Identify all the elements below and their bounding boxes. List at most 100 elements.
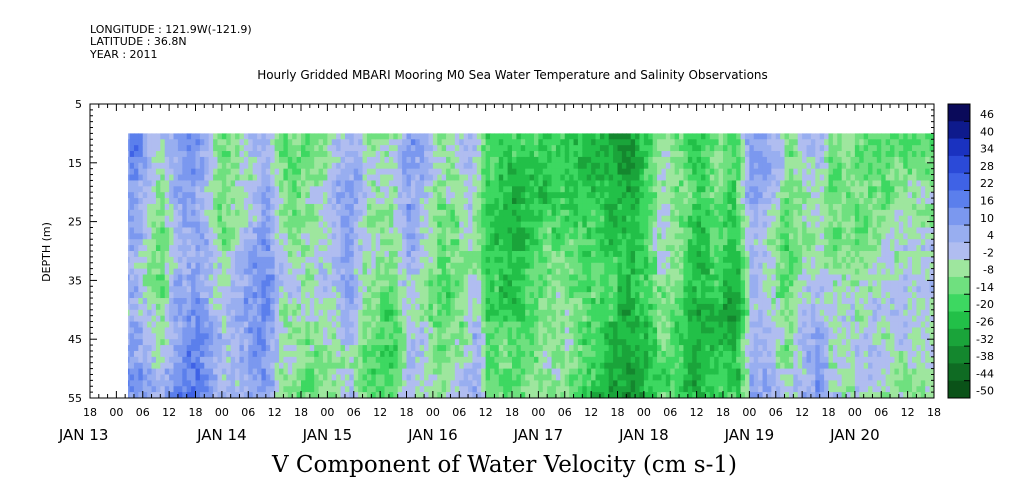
heatmap-cell bbox=[204, 251, 210, 258]
heatmap-cell bbox=[265, 245, 271, 252]
heatmap-cell bbox=[160, 221, 166, 229]
heatmap-cell bbox=[248, 321, 254, 329]
heatmap-cell bbox=[243, 139, 249, 146]
heatmap-cell bbox=[283, 362, 289, 370]
heatmap-cell bbox=[371, 151, 377, 158]
heatmap-cell bbox=[555, 192, 561, 199]
heatmap-cell bbox=[155, 168, 161, 176]
heatmap-cell bbox=[204, 280, 210, 287]
heatmap-cell bbox=[279, 139, 285, 146]
heatmap-cell bbox=[397, 227, 403, 234]
heatmap-cell bbox=[547, 239, 553, 246]
heatmap-cell bbox=[569, 327, 575, 334]
heatmap-cell bbox=[235, 303, 241, 311]
heatmap-cell bbox=[468, 274, 474, 281]
heatmap-cell bbox=[128, 286, 131, 293]
heatmap-cell bbox=[406, 239, 412, 246]
heatmap-cell bbox=[459, 168, 465, 176]
heatmap-cell bbox=[459, 192, 465, 199]
heatmap-cell bbox=[424, 368, 430, 376]
heatmap-cell bbox=[446, 180, 452, 187]
heatmap-cell bbox=[292, 198, 298, 205]
heatmap-cell bbox=[230, 339, 236, 346]
heatmap-cell bbox=[573, 368, 579, 376]
heatmap-cell bbox=[336, 156, 342, 164]
heatmap-cell bbox=[226, 186, 232, 193]
heatmap-cell bbox=[533, 333, 539, 340]
heatmap-cell bbox=[186, 327, 192, 334]
heatmap-cell bbox=[133, 274, 139, 281]
heatmap-cell bbox=[331, 374, 337, 381]
heatmap-cell bbox=[533, 180, 539, 187]
heatmap-cell bbox=[520, 209, 526, 217]
heatmap-cell bbox=[173, 350, 179, 358]
heatmap-cell bbox=[384, 356, 390, 364]
heatmap-cell bbox=[494, 151, 500, 158]
heatmap-cell bbox=[344, 256, 350, 264]
heatmap-cell bbox=[485, 145, 491, 152]
heatmap-cell bbox=[353, 192, 359, 199]
heatmap-cell bbox=[547, 368, 553, 376]
heatmap-cell bbox=[512, 245, 517, 252]
heatmap-cell bbox=[419, 286, 425, 293]
heatmap-cell bbox=[151, 339, 157, 346]
heatmap-cell bbox=[265, 256, 271, 264]
heatmap-cell bbox=[463, 233, 469, 240]
heatmap-cell bbox=[292, 162, 298, 170]
heatmap-cell bbox=[538, 156, 544, 164]
heatmap-cell bbox=[208, 321, 214, 329]
heatmap-cell bbox=[586, 168, 592, 176]
heatmap-cell bbox=[402, 356, 408, 364]
heatmap-cell bbox=[270, 345, 276, 352]
heatmap-cell bbox=[384, 368, 390, 376]
heatmap-cell bbox=[309, 380, 315, 387]
heatmap-cell bbox=[551, 168, 557, 176]
heatmap-cell bbox=[533, 192, 539, 199]
heatmap-cell bbox=[301, 262, 306, 270]
heatmap-cell bbox=[353, 274, 359, 281]
heatmap-cell bbox=[199, 215, 205, 223]
heatmap-cell bbox=[169, 327, 175, 334]
heatmap-cell bbox=[591, 245, 597, 252]
heatmap-cell bbox=[217, 339, 223, 346]
heatmap-cell bbox=[199, 286, 205, 293]
heatmap-cell bbox=[292, 321, 298, 329]
heatmap-cell bbox=[296, 362, 302, 370]
heatmap-cell bbox=[261, 380, 267, 387]
heatmap-cell bbox=[551, 333, 557, 340]
heatmap-cell bbox=[468, 286, 474, 293]
heatmap-cell bbox=[459, 380, 465, 387]
heatmap-cell bbox=[239, 268, 245, 276]
heatmap-cell bbox=[191, 239, 197, 246]
heatmap-cell bbox=[459, 209, 465, 217]
heatmap-cell bbox=[454, 227, 460, 234]
heatmap-cell bbox=[595, 380, 601, 387]
heatmap-cell bbox=[340, 174, 346, 182]
heatmap-cell bbox=[525, 151, 531, 158]
heatmap-cell bbox=[512, 192, 517, 199]
heatmap-cell bbox=[257, 303, 263, 311]
heatmap-cell bbox=[520, 380, 526, 387]
heatmap-cell bbox=[573, 345, 579, 352]
heatmap-cell bbox=[463, 368, 469, 376]
heatmap-cell bbox=[555, 327, 561, 334]
heatmap-cell bbox=[520, 180, 526, 187]
heatmap-cell bbox=[485, 292, 491, 299]
heatmap-cell bbox=[380, 180, 386, 187]
heatmap-cell bbox=[498, 215, 504, 223]
heatmap-cell bbox=[327, 174, 333, 182]
heatmap-cell bbox=[446, 174, 452, 182]
heatmap-cell bbox=[424, 392, 430, 398]
heatmap-cell bbox=[402, 286, 408, 293]
heatmap-cell bbox=[169, 392, 175, 398]
heatmap-cell bbox=[270, 133, 276, 140]
heatmap-cell bbox=[138, 345, 144, 352]
heatmap-cell bbox=[380, 133, 386, 140]
heatmap-cell bbox=[384, 362, 390, 370]
heatmap-cell bbox=[560, 368, 566, 376]
heatmap-cell bbox=[239, 309, 245, 317]
heatmap-cell bbox=[279, 245, 285, 252]
heatmap-cell bbox=[344, 386, 350, 393]
heatmap-cell bbox=[191, 203, 197, 211]
heatmap-cell bbox=[424, 174, 430, 182]
